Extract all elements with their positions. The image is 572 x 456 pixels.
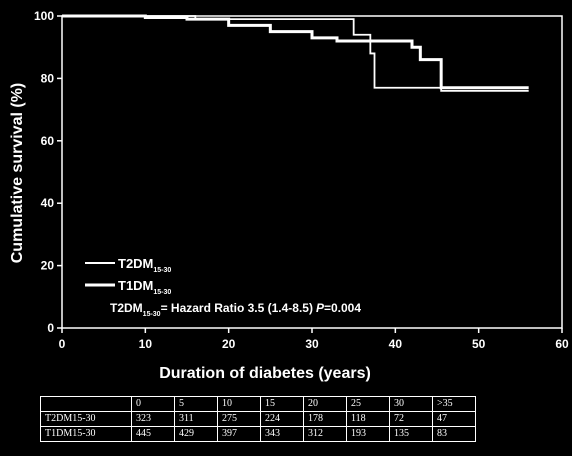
y-axis-title: Cumulative survival (%) [9, 83, 26, 264]
series-line-t1dm [62, 14, 529, 90]
legend-entry-t1dm: T1DM15-30 [118, 278, 171, 296]
y-tick-labels: 0 20 40 60 80 100 [34, 9, 62, 335]
risk-cell: 72 [389, 411, 433, 427]
risk-cell: 118 [346, 411, 390, 427]
risk-cell: 47 [432, 411, 476, 427]
risk-header-cell: 15 [260, 396, 304, 412]
x-tick-label: 40 [389, 337, 403, 351]
risk-table-row-t1dm: T1DM15-30 445 429 397 343 312 193 135 83 [40, 426, 476, 442]
x-tick-label: 20 [222, 337, 236, 351]
x-tick-label: 10 [139, 337, 153, 351]
risk-table-row-t2dm: T2DM15-30 323 311 275 224 178 118 72 47 [40, 411, 476, 427]
risk-cell: 311 [174, 411, 218, 427]
risk-header-cell: >35 [432, 396, 476, 412]
risk-row-label: T1DM15-30 [40, 426, 132, 442]
at-risk-table: 0 5 10 15 20 25 30 >35 T2DM15-30 323 311… [40, 396, 476, 442]
risk-cell: 178 [303, 411, 347, 427]
risk-row-label: T2DM15-30 [40, 411, 132, 427]
y-tick-label: 80 [41, 71, 55, 85]
x-tick-label: 50 [472, 337, 486, 351]
risk-cell: 83 [432, 426, 476, 442]
risk-cell: 275 [217, 411, 261, 427]
risk-table-header-row: 0 5 10 15 20 25 30 >35 [40, 396, 476, 412]
risk-header-cell: 30 [389, 396, 433, 412]
legend-entry-t2dm: T2DM15-30 [118, 256, 171, 274]
risk-header-cell: 5 [174, 396, 218, 412]
legend-t2dm-name: T2DM [118, 256, 153, 271]
y-tick-label: 40 [41, 196, 55, 210]
risk-table-corner [40, 396, 132, 412]
risk-cell: 193 [346, 426, 390, 442]
annotation-text: = Hazard Ratio 3.5 (1.4-8.5) [161, 301, 313, 315]
risk-cell: 445 [131, 426, 175, 442]
annotation-p-value: =0.004 [324, 301, 361, 315]
risk-header-cell: 10 [217, 396, 261, 412]
x-tick-label: 0 [59, 337, 66, 351]
x-axis-title: Duration of diabetes (years) [159, 365, 371, 382]
hazard-annotation: T2DM15-30= Hazard Ratio 3.5 (1.4-8.5) P=0… [110, 301, 361, 318]
y-tick-label: 60 [41, 134, 55, 148]
annotation-prefix: T2DM [110, 301, 143, 315]
risk-header-cell: 25 [346, 396, 390, 412]
y-tick-label: 100 [34, 9, 54, 23]
survival-chart: 0 20 40 60 80 100 0 10 20 30 40 50 60 Cumulative su… [9, 9, 569, 382]
x-tick-label: 30 [305, 337, 319, 351]
risk-cell: 224 [260, 411, 304, 427]
legend-t1dm-name: T1DM [118, 278, 153, 293]
risk-cell: 312 [303, 426, 347, 442]
risk-header-cell: 20 [303, 396, 347, 412]
annotation-prefix-sub: 15-30 [143, 311, 161, 318]
risk-header-cell: 0 [131, 396, 175, 412]
legend-t2dm-sub: 15-30 [153, 267, 171, 274]
annotation-p-label: P [316, 301, 325, 315]
risk-cell: 429 [174, 426, 218, 442]
risk-cell: 343 [260, 426, 304, 442]
y-tick-label: 20 [41, 259, 55, 273]
series-line-t2dm [62, 15, 529, 92]
risk-cell: 397 [217, 426, 261, 442]
x-tick-labels: 0 10 20 30 40 50 60 [59, 328, 569, 351]
legend-t1dm-sub: 15-30 [153, 289, 171, 296]
risk-cell: 323 [131, 411, 175, 427]
risk-cell: 135 [389, 426, 433, 442]
x-tick-label: 60 [555, 337, 569, 351]
y-tick-label: 0 [47, 321, 54, 335]
survival-curves [62, 14, 529, 92]
